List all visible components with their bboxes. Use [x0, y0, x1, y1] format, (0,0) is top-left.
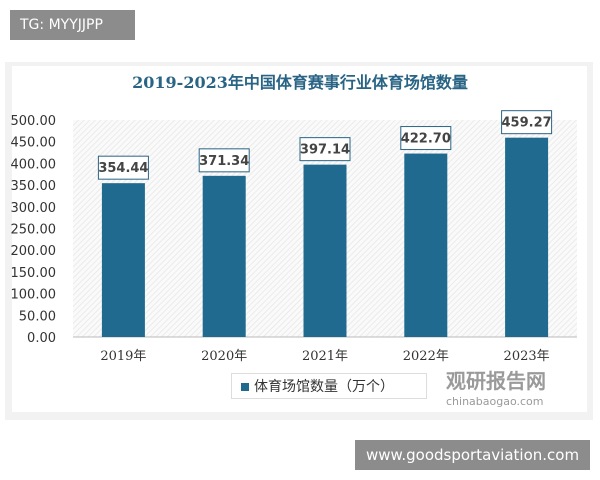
- data-label-box: [97, 155, 149, 180]
- site-label: www.goodsportaviation.com: [355, 440, 590, 470]
- watermark-logo: 观研报告网: [446, 369, 546, 393]
- legend-swatch: [241, 383, 249, 391]
- y-tick-label: 200.00: [11, 244, 57, 259]
- y-tick-label: 450.00: [11, 136, 57, 151]
- data-label-box: [400, 126, 452, 151]
- bar: [404, 153, 448, 337]
- bar: [101, 183, 145, 337]
- data-label: 371.34: [199, 154, 249, 169]
- data-label: 397.14: [300, 143, 350, 158]
- data-label-box: [299, 137, 351, 162]
- bar: [202, 175, 246, 337]
- tg-label: TG: MYYJJPP: [10, 10, 135, 40]
- data-label: 422.70: [401, 132, 451, 147]
- data-label: 354.44: [98, 161, 148, 176]
- x-tick-label: 2023年: [504, 349, 550, 364]
- y-tick-label: 0.00: [27, 331, 56, 346]
- chart-title: 2019-2023年中国体育赛事行业体育场馆数量: [132, 73, 468, 92]
- y-tick-label: 300.00: [11, 201, 57, 216]
- x-tick-label: 2019年: [100, 349, 146, 364]
- y-tick-label: 400.00: [11, 157, 57, 172]
- data-label: 459.27: [502, 116, 552, 131]
- legend-label: 体育场馆数量（万个）: [254, 379, 394, 395]
- bar: [505, 137, 549, 337]
- x-tick-label: 2020年: [201, 349, 247, 364]
- y-tick-label: 150.00: [11, 266, 57, 281]
- x-tick-label: 2021年: [302, 349, 348, 364]
- y-tick-label: 500.00: [11, 114, 57, 129]
- y-tick-label: 350.00: [11, 179, 57, 194]
- y-tick-label: 50.00: [19, 309, 56, 324]
- legend: 体育场馆数量（万个）: [231, 373, 427, 399]
- data-label-box: [198, 148, 250, 173]
- y-tick-label: 250.00: [11, 223, 57, 238]
- bar-chart: 0.00 50.00 100.00 150.00 200.00 250.00 300.00 3…: [11, 110, 577, 364]
- y-tick-label: 100.00: [11, 288, 57, 303]
- data-label-box: [501, 110, 553, 135]
- x-tick-label: 2022年: [403, 349, 449, 364]
- watermark-url: chinabaogao.com: [446, 395, 544, 408]
- bar: [303, 164, 347, 337]
